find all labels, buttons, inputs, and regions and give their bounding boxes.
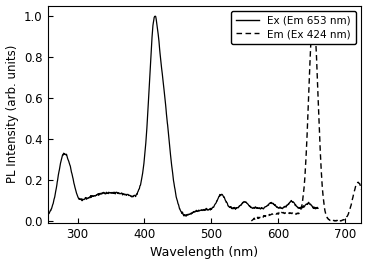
Y-axis label: PL Intensity (arb. units): PL Intensity (arb. units) (6, 45, 19, 183)
X-axis label: Wavelength (nm): Wavelength (nm) (150, 246, 259, 259)
Legend: Ex (Em 653 nm), Em (Ex 424 nm): Ex (Em 653 nm), Em (Ex 424 nm) (231, 11, 356, 44)
